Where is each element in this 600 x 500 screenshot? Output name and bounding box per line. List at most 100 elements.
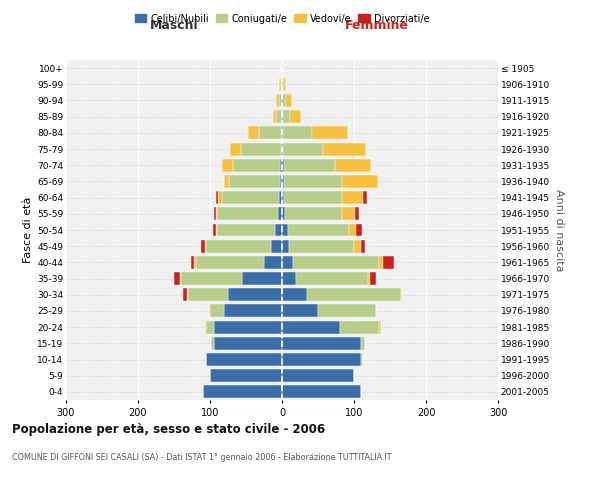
Bar [213, 224, 217, 236]
Bar [289, 240, 354, 252]
Bar [361, 337, 365, 350]
Bar [210, 369, 282, 382]
Bar [281, 62, 282, 74]
Bar [343, 208, 355, 220]
Bar [275, 94, 279, 107]
Bar [286, 94, 292, 107]
Bar [290, 110, 301, 123]
Bar [361, 353, 362, 366]
Bar [285, 208, 343, 220]
Bar [217, 208, 278, 220]
Bar [194, 256, 196, 269]
Bar [209, 304, 210, 318]
Bar [355, 208, 359, 220]
Bar [282, 288, 307, 301]
Bar [214, 320, 282, 334]
Bar [282, 272, 296, 285]
Bar [187, 288, 188, 301]
Bar [230, 142, 241, 156]
Bar [282, 94, 283, 107]
Bar [342, 191, 364, 204]
Bar [312, 126, 348, 140]
Bar [283, 110, 290, 123]
Bar [281, 142, 282, 156]
Text: COMUNE DI GIFFONI SEI CASALI (SA) - Dati ISTAT 1° gennaio 2006 - Elaborazione TU: COMUNE DI GIFFONI SEI CASALI (SA) - Dati… [12, 452, 392, 462]
Bar [280, 175, 282, 188]
Bar [205, 240, 206, 252]
Bar [282, 191, 284, 204]
Bar [282, 256, 293, 269]
Bar [242, 272, 282, 285]
Bar [282, 240, 289, 252]
Bar [368, 272, 370, 285]
Bar [284, 175, 342, 188]
Bar [282, 369, 354, 382]
Bar [275, 224, 282, 236]
Bar [214, 208, 216, 220]
Bar [379, 256, 383, 269]
Bar [248, 126, 259, 140]
Bar [202, 240, 205, 252]
Bar [364, 191, 367, 204]
Bar [205, 320, 206, 334]
Text: Femmine: Femmine [345, 20, 409, 32]
Bar [174, 272, 180, 285]
Bar [229, 175, 280, 188]
Bar [259, 126, 281, 140]
Bar [282, 126, 283, 140]
Bar [214, 337, 282, 350]
Bar [217, 191, 218, 204]
Bar [349, 224, 356, 236]
Bar [282, 304, 318, 318]
Bar [283, 142, 323, 156]
Bar [264, 256, 282, 269]
Bar [218, 191, 221, 204]
Bar [282, 337, 361, 350]
Bar [206, 240, 271, 252]
Bar [271, 240, 282, 252]
Bar [282, 353, 361, 366]
Bar [228, 288, 282, 301]
Bar [401, 288, 402, 301]
Bar [272, 110, 276, 123]
Bar [224, 304, 282, 318]
Bar [180, 272, 181, 285]
Bar [206, 353, 282, 366]
Bar [221, 191, 279, 204]
Bar [283, 126, 312, 140]
Bar [282, 78, 284, 91]
Bar [383, 256, 394, 269]
Bar [335, 159, 371, 172]
Bar [203, 386, 282, 398]
Bar [211, 337, 214, 350]
Bar [354, 240, 361, 252]
Y-axis label: Fasce di età: Fasce di età [23, 197, 33, 263]
Bar [210, 304, 224, 318]
Bar [181, 272, 242, 285]
Bar [361, 240, 365, 252]
Bar [282, 62, 283, 74]
Bar [184, 288, 187, 301]
Bar [241, 142, 281, 156]
Bar [282, 208, 285, 220]
Bar [276, 110, 282, 123]
Bar [284, 191, 342, 204]
Bar [217, 224, 275, 236]
Y-axis label: Anni di nascita: Anni di nascita [554, 188, 564, 271]
Bar [281, 126, 282, 140]
Bar [342, 175, 378, 188]
Bar [282, 224, 288, 236]
Bar [281, 78, 282, 91]
Bar [307, 288, 401, 301]
Bar [206, 320, 214, 334]
Bar [282, 386, 361, 398]
Bar [222, 159, 233, 172]
Bar [280, 159, 282, 172]
Bar [282, 320, 340, 334]
Bar [323, 142, 366, 156]
Bar [216, 208, 217, 220]
Legend: Celibi/Nubili, Coniugati/e, Vedovi/e, Divorziati/e: Celibi/Nubili, Coniugati/e, Vedovi/e, Di… [131, 10, 433, 28]
Bar [278, 208, 282, 220]
Bar [282, 159, 284, 172]
Text: Maschi: Maschi [149, 20, 199, 32]
